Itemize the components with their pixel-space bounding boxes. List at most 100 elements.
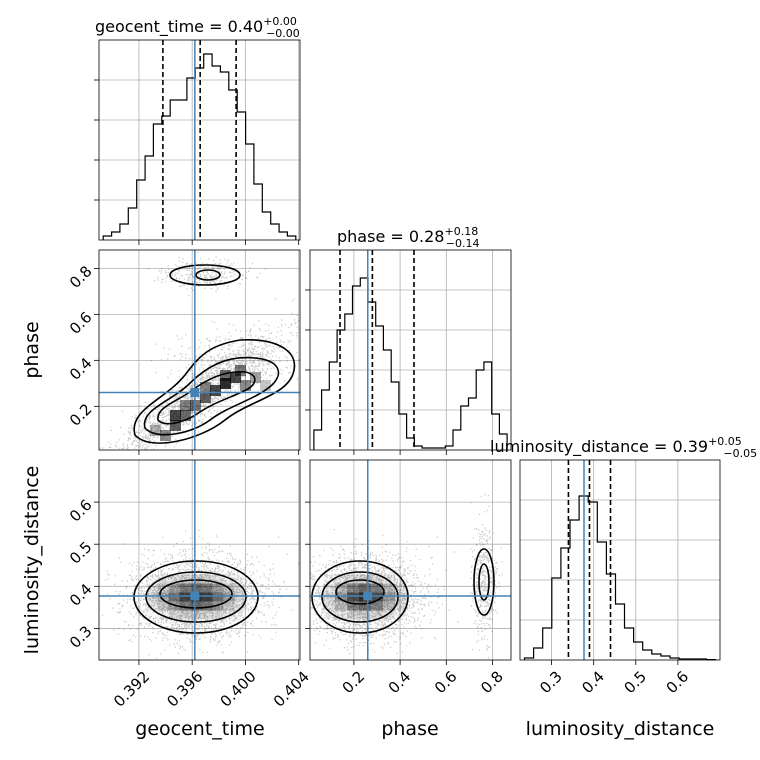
tick-label: 0.4: [66, 580, 96, 610]
density-bin: [335, 583, 347, 593]
density-bin: [150, 425, 161, 436]
density-bin: [179, 592, 191, 602]
density-bin: [234, 592, 246, 602]
density-bin: [168, 592, 180, 602]
tick-label: 0.404: [270, 668, 313, 711]
density-bin: [323, 583, 335, 593]
density-bin: [234, 583, 246, 593]
density-bin: [235, 365, 246, 376]
density-bin: [383, 592, 395, 602]
density-bin: [210, 385, 221, 396]
density-bin: [179, 610, 191, 620]
hist-geocent-time: [102, 53, 297, 241]
density-bin: [168, 583, 180, 593]
contour-middle: [145, 571, 247, 623]
panel-title: geocent_time = 0.40+0.00: [95, 15, 297, 37]
density-bin: [359, 574, 371, 584]
density-bin: [371, 574, 383, 584]
density-bin: [190, 601, 202, 611]
density-bin: [371, 610, 383, 620]
density-bin: [383, 601, 395, 611]
hist-phase: [313, 277, 508, 451]
density-bin: [347, 583, 359, 593]
density-bin: [230, 372, 241, 383]
density-bin: [212, 574, 224, 584]
panel-frame: [519, 459, 721, 661]
hist-luminosity-distance: [523, 495, 717, 661]
density-bin: [223, 592, 235, 602]
truth-marker: [363, 591, 373, 601]
tick-label: 0.4: [385, 668, 415, 698]
density-bin: [212, 601, 224, 611]
scatter-geocent-distance: [101, 529, 300, 659]
truth-marker: [190, 591, 200, 601]
density-bin: [200, 382, 211, 393]
tick-label: 0.8: [477, 668, 507, 698]
density-bin: [170, 420, 181, 431]
panel-frame: [98, 249, 301, 451]
scatter-points: [310, 494, 503, 660]
density-bin: [179, 583, 191, 593]
density-bin: [347, 610, 359, 620]
panel-title-minus: −0.05: [723, 447, 757, 460]
density-bin: [395, 592, 407, 602]
density-bin: [146, 601, 158, 611]
density-bin: [201, 574, 213, 584]
panel-title-minus: −0.00: [266, 27, 300, 40]
contour-inner: [159, 579, 233, 609]
contour-inner-upper-mode: [195, 269, 221, 281]
tick-label: 0.5: [66, 538, 96, 568]
density-bin: [395, 601, 407, 611]
density-bin: [201, 601, 213, 611]
density-bin: [371, 592, 383, 602]
contour-inner-second-mode: [478, 563, 490, 601]
scatter-phase-distance: [310, 494, 503, 660]
density-bin: [157, 601, 169, 611]
density-bin: [190, 583, 202, 593]
tick-label: 0.8: [66, 262, 96, 292]
density-bin: [359, 583, 371, 593]
truth-marker: [190, 388, 200, 398]
density-bin: [383, 574, 395, 584]
density-bin: [347, 574, 359, 584]
density-bin: [212, 583, 224, 593]
density-bin: [220, 370, 231, 381]
density-bin: [180, 400, 191, 411]
contour-outer: [311, 560, 409, 634]
tick-label: 0.3: [536, 668, 566, 698]
density-bin: [371, 583, 383, 593]
density-bin: [180, 410, 191, 421]
scatter-points: [101, 529, 300, 659]
density-bin: [323, 592, 335, 602]
density-bin: [170, 410, 181, 421]
density-bin: [234, 601, 246, 611]
contour-outer-upper-mode: [169, 264, 241, 286]
density-bin: [359, 610, 371, 620]
tick-label: 0.2: [66, 400, 96, 430]
panel-frame: [309, 459, 512, 661]
tick-label: 0.400: [217, 668, 260, 711]
contour-outer: [133, 339, 296, 444]
density-bin: [335, 610, 347, 620]
contour-middle: [143, 356, 280, 436]
contour-outer-second-mode: [473, 548, 495, 616]
contour-inner: [335, 579, 385, 605]
density-bin: [146, 583, 158, 593]
density-bin: [223, 601, 235, 611]
y-axis-label: luminosity_distance: [21, 466, 43, 655]
density-bin: [179, 574, 191, 584]
panel-frame: [98, 39, 301, 241]
panel-frame: [98, 459, 301, 661]
density-bin: [395, 583, 407, 593]
panel-title: luminosity_distance = 0.39+0.05: [490, 435, 742, 457]
y-axis-label: phase: [21, 321, 43, 378]
tick-label: 0.2: [339, 668, 369, 698]
density-bin: [179, 601, 191, 611]
density-bin: [201, 610, 213, 620]
density-bin: [190, 610, 202, 620]
density-bin: [157, 592, 169, 602]
contour-middle: [321, 571, 399, 623]
tick-label: 0.392: [110, 668, 153, 711]
density-bin: [371, 601, 383, 611]
